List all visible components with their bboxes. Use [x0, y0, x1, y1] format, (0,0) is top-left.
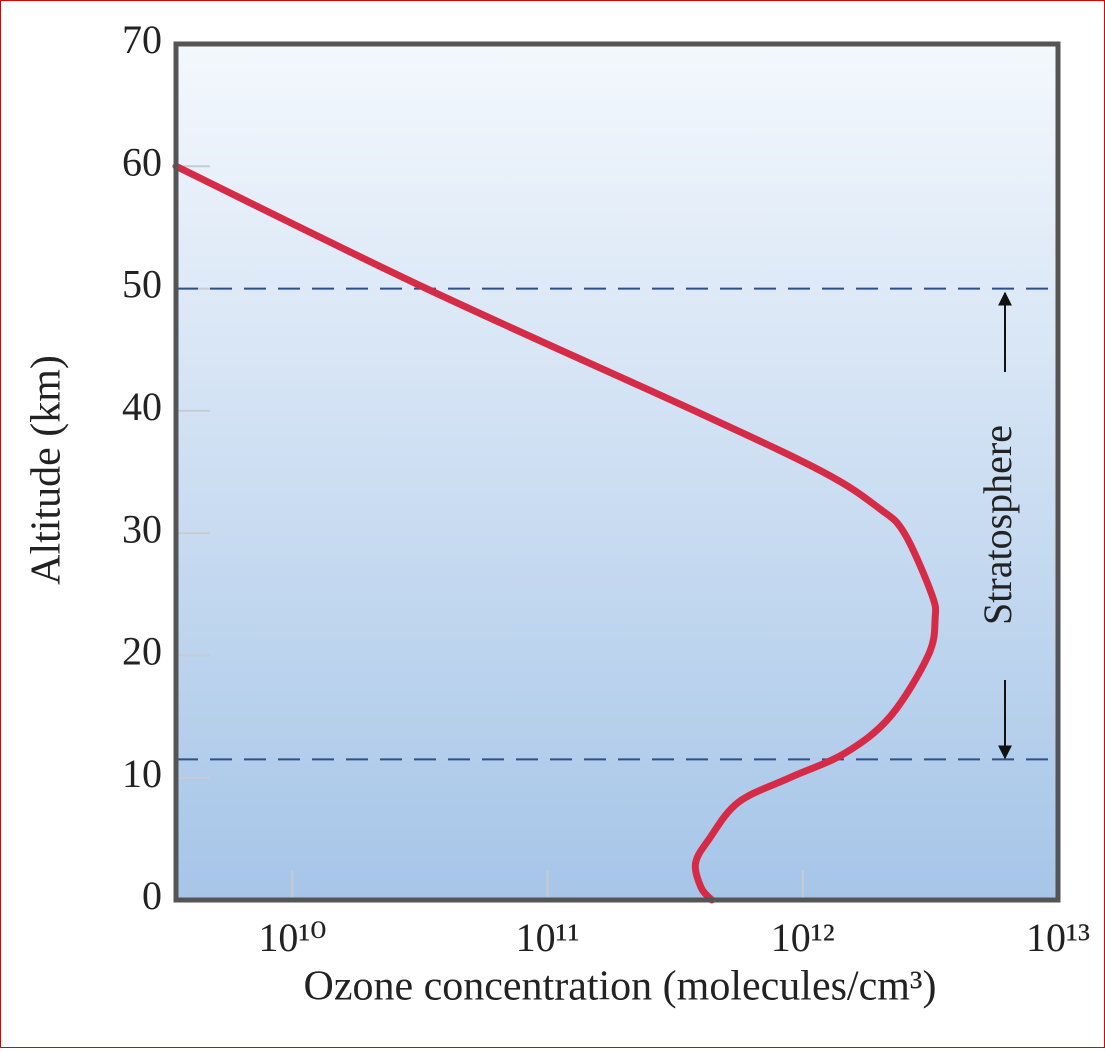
y-tick-label: 70: [122, 17, 162, 62]
x-tick-label: 10¹¹: [516, 915, 580, 960]
y-axis-label: Altitude (km): [24, 355, 70, 585]
y-tick-label: 40: [122, 384, 162, 429]
y-tick-label: 60: [122, 139, 162, 184]
x-tick-label: 10¹²: [771, 915, 835, 960]
plot-area: [176, 44, 1058, 900]
y-tick-label: 50: [122, 262, 162, 307]
plot-border: [173, 41, 1061, 903]
annotation: Stratosphere: [975, 425, 1020, 625]
y-tick-label: 0: [142, 873, 162, 918]
y-tick-label: 30: [122, 506, 162, 551]
x-tick-label: 10¹³: [1026, 915, 1090, 960]
x-tick-label: 10¹⁰: [258, 915, 326, 960]
y-tick-label: 20: [122, 629, 162, 674]
x-axis-label: Ozone concentration (molecules/cm³): [304, 964, 937, 1010]
y-tick-label: 10: [122, 751, 162, 796]
data-line: [172, 162, 940, 904]
